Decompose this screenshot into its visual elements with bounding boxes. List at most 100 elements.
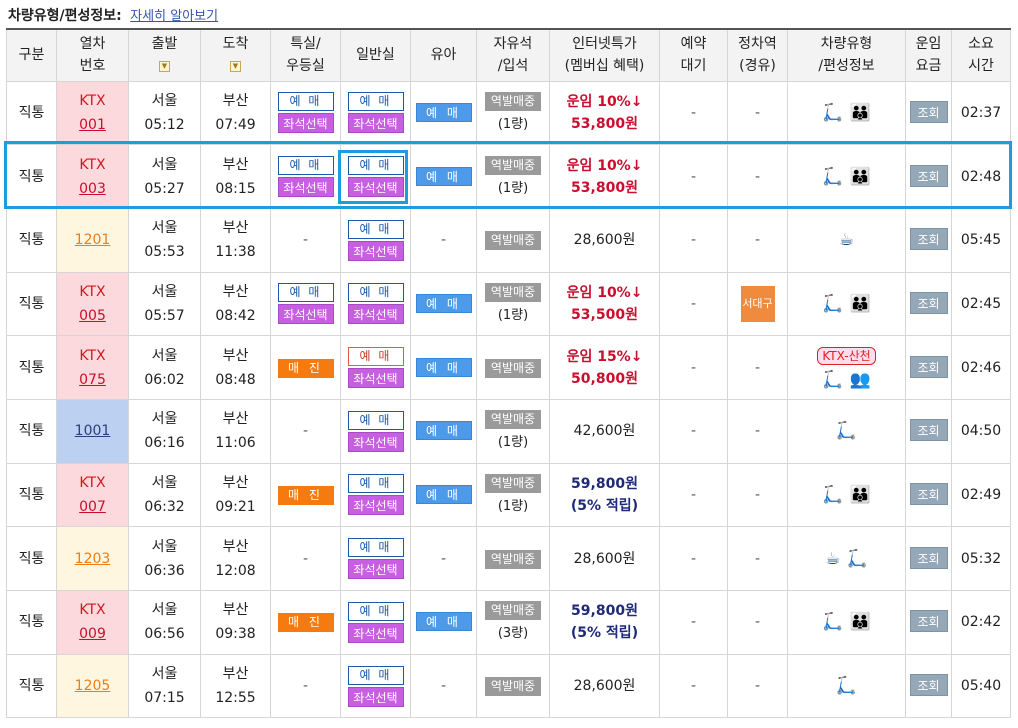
scooter-icon[interactable]: 🛴 (846, 548, 868, 569)
general-seat-select-button[interactable]: 좌석선택 (347, 559, 404, 580)
general-book-button[interactable]: 예 매 (347, 347, 404, 367)
stop-none: - (754, 614, 761, 631)
family-icon[interactable]: 👪 (849, 612, 871, 633)
cell-stop: - (727, 144, 788, 209)
general-book-button[interactable]: 예 매 (347, 410, 404, 430)
wait-unavailable: - (690, 550, 697, 567)
cafe-icon[interactable]: ☕ (825, 548, 841, 569)
cell-train-number: KTX 005 (56, 271, 129, 337)
cell-general: 예 매 좌석선택 (340, 462, 411, 528)
fare-view-button[interactable]: 조회 (909, 674, 948, 697)
family-icon[interactable]: 👪 (849, 166, 871, 187)
train-number-link[interactable]: 075 (79, 371, 106, 388)
discount-price: 28,600원 (573, 550, 636, 567)
general-book-button[interactable]: 예 매 (347, 219, 404, 239)
train-number-link[interactable]: 1203 (74, 550, 111, 567)
scooter-icon[interactable]: 🛴 (822, 369, 844, 390)
col-arrival[interactable]: 도착 ▼ (200, 28, 271, 82)
general-book-button[interactable]: 예 매 (347, 283, 404, 303)
departure-time: 06:36 (144, 562, 185, 579)
departure-time: 06:16 (144, 435, 185, 452)
train-number-link[interactable]: 1001 (74, 423, 111, 440)
sort-icon[interactable]: ▼ (159, 60, 170, 72)
scooter-icon[interactable]: 🛴 (822, 612, 844, 633)
fare-view-button[interactable]: 조회 (909, 419, 948, 442)
cell-special: 예 매 좌석선택 (270, 271, 341, 337)
duration: 02:49 (960, 486, 1002, 503)
duration: 02:37 (960, 104, 1002, 121)
special-seat-select-button[interactable]: 좌석선택 (277, 177, 334, 198)
cafe-icon[interactable]: ☕ (838, 230, 855, 251)
family-icon[interactable]: 👪 (849, 102, 871, 123)
special-book-button[interactable]: 예 매 (277, 156, 334, 176)
general-seat-select-button[interactable]: 좌석선택 (347, 622, 404, 643)
fare-view-button[interactable]: 조회 (909, 291, 948, 314)
departure-time: 06:32 (144, 498, 185, 515)
special-seat-select-button[interactable]: 좌석선택 (277, 304, 334, 325)
scooter-icon[interactable]: 🛴 (835, 421, 858, 442)
table-row: 직통 1201 서울 05:53 부산 11:38 - 예 매 좌석선택 - 역발매중 28,600원… (6, 207, 1011, 273)
train-number-link[interactable]: 005 (79, 307, 106, 324)
free-seat-cars: (1량) (497, 116, 529, 132)
discount-price: 28,600원 (573, 232, 636, 249)
cell-departure: 서울 06:02 (128, 335, 201, 400)
general-book-button[interactable]: 예 매 (347, 665, 404, 685)
scooter-icon[interactable]: 🛴 (822, 166, 844, 187)
fare-view-button[interactable]: 조회 (909, 546, 948, 569)
child-book-button[interactable]: 예 매 (415, 421, 472, 441)
general-seat-select-button[interactable]: 좌석선택 (347, 240, 404, 261)
family-icon[interactable]: 👪 (849, 484, 871, 505)
scooter-icon[interactable]: 🛴 (822, 102, 844, 123)
child-book-button[interactable]: 예 매 (415, 612, 472, 632)
general-seat-select-button[interactable]: 좌석선택 (347, 113, 404, 134)
train-model-wrap: KTX-산천 (788, 344, 905, 368)
sort-icon[interactable]: ▼ (230, 60, 241, 72)
fare-view-button[interactable]: 조회 (909, 100, 948, 123)
scooter-icon[interactable]: 🛴 (822, 293, 844, 314)
general-seat-select-button[interactable]: 좌석선택 (347, 177, 404, 198)
cell-web-discount: 운임 10%↓ 53,500원 (549, 271, 660, 337)
general-seat-select-button[interactable]: 좌석선택 (347, 495, 404, 516)
general-seat-select-button[interactable]: 좌석선택 (347, 304, 404, 325)
family-icon[interactable]: 👪 (849, 293, 871, 314)
cell-web-discount: 28,600원 (549, 653, 660, 719)
scooter-icon[interactable]: 🛴 (835, 676, 858, 697)
train-number-link[interactable]: 1205 (74, 678, 111, 695)
general-book-button[interactable]: 예 매 (347, 538, 404, 558)
scooter-icon[interactable]: 🛴 (822, 484, 844, 505)
general-book-button[interactable]: 예 매 (347, 92, 404, 112)
cell-free-seat: 역발매중 (476, 335, 550, 400)
fare-view-button[interactable]: 조회 (909, 610, 948, 633)
general-book-button[interactable]: 예 매 (347, 601, 404, 621)
via-station-button[interactable]: 서대구 (740, 285, 775, 322)
child-book-button[interactable]: 예 매 (415, 357, 472, 377)
child-book-button[interactable]: 예 매 (415, 166, 472, 186)
table-row: 직통 1203 서울 06:36 부산 12:08 - 예 매 좌석선택 - 역발매중 28,600원… (6, 526, 1011, 591)
fare-view-button[interactable]: 조회 (909, 355, 948, 378)
special-seat-select-button[interactable]: 좌석선택 (277, 113, 334, 134)
general-book-button[interactable]: 예 매 (347, 156, 404, 176)
general-seat-select-button[interactable]: 좌석선택 (347, 368, 404, 389)
train-number-link[interactable]: 009 (79, 626, 106, 643)
details-link[interactable]: 자세히 알아보기 (130, 9, 219, 24)
general-book-button[interactable]: 예 매 (347, 474, 404, 494)
train-number-link[interactable]: 003 (79, 180, 106, 197)
train-number-link[interactable]: 007 (79, 498, 106, 515)
train-number-link[interactable]: 001 (79, 116, 106, 133)
cell-car-type: ☕ 🛴 (787, 526, 906, 591)
child-book-button[interactable]: 예 매 (415, 102, 472, 122)
train-type: 직통 (18, 232, 45, 249)
special-book-button[interactable]: 예 매 (277, 92, 334, 112)
general-seat-select-button[interactable]: 좌석선택 (347, 686, 404, 707)
child-book-button[interactable]: 예 매 (415, 484, 472, 504)
fare-view-button[interactable]: 조회 (909, 482, 948, 505)
child-book-button[interactable]: 예 매 (415, 293, 472, 313)
general-seat-select-button[interactable]: 좌석선택 (347, 431, 404, 452)
train-number-link[interactable]: 1201 (74, 232, 111, 249)
special-book-button[interactable]: 예 매 (277, 283, 334, 303)
meeting-icon[interactable]: 👥 (849, 369, 871, 390)
fare-view-button[interactable]: 조회 (909, 228, 948, 251)
fare-view-button[interactable]: 조회 (909, 164, 948, 187)
col-departure[interactable]: 출발 ▼ (128, 28, 201, 82)
arrival-station: 부산 (222, 602, 249, 619)
